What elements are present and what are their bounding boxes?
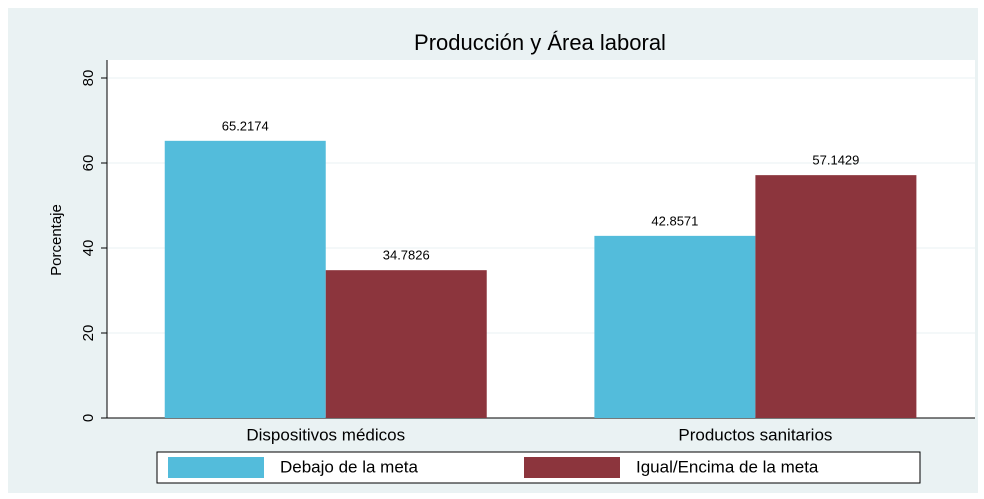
value-label: 42.8571 xyxy=(651,213,698,228)
value-label: 34.7826 xyxy=(383,248,430,263)
legend-key xyxy=(524,457,620,478)
y-tick-label: 0 xyxy=(80,414,97,422)
legend-key xyxy=(168,457,264,478)
x-tick-label: Productos sanitarios xyxy=(678,425,832,444)
legend-label: Debajo de la meta xyxy=(280,457,419,476)
y-tick-label: 60 xyxy=(80,155,97,172)
y-tick-label: 40 xyxy=(80,240,97,257)
bar xyxy=(325,270,487,418)
bar xyxy=(164,140,326,418)
chart-title: Producción y Área laboral xyxy=(414,30,666,55)
y-axis-label: Porcentaje xyxy=(48,204,65,276)
bar xyxy=(755,175,917,418)
value-label: 57.1429 xyxy=(812,153,859,168)
y-tick-label: 80 xyxy=(80,70,97,87)
y-tick-label: 20 xyxy=(80,325,97,342)
value-label: 65.2174 xyxy=(222,118,269,133)
x-tick-label: Dispositivos médicos xyxy=(246,425,405,444)
bar xyxy=(594,235,756,418)
legend-label: Igual/Encima de la meta xyxy=(636,457,819,476)
